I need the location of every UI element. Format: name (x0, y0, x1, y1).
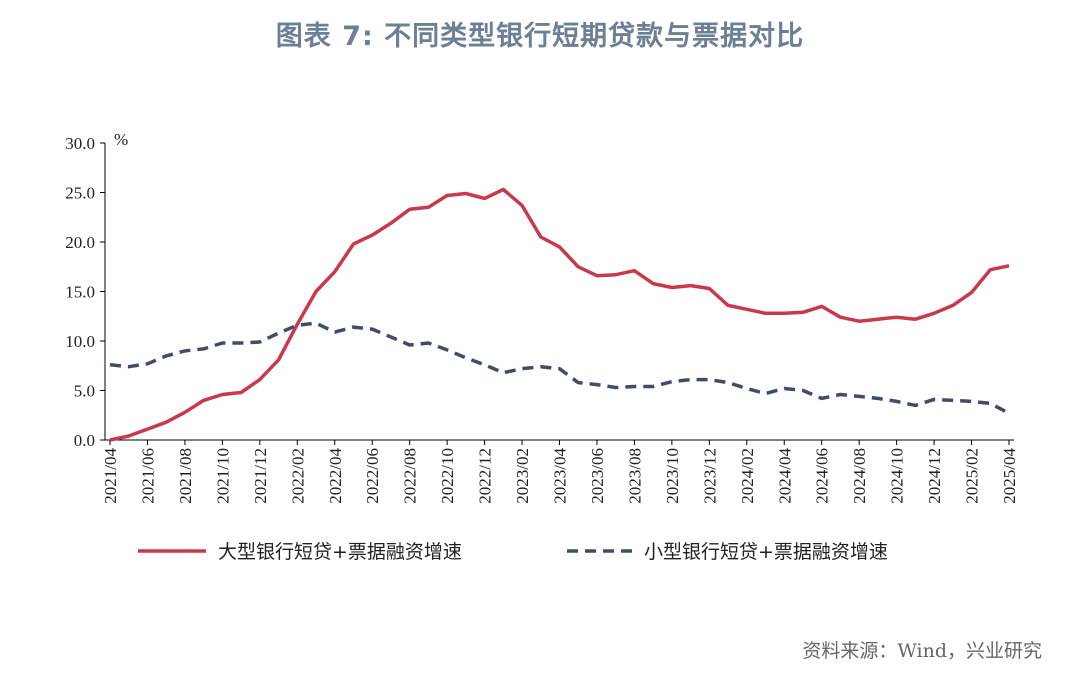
x-tick-label: 2023/02 (513, 448, 532, 504)
x-tick-label: 2021/06 (138, 448, 157, 504)
x-tick-label: 2023/06 (588, 448, 607, 504)
x-tick-label: 2025/02 (963, 448, 982, 504)
legend-label-2: 小型银行短贷+票据融资增速 (644, 541, 888, 563)
x-tick-label: 2021/04 (101, 448, 120, 504)
x-tick-label: 2022/08 (401, 448, 420, 504)
x-tick-label: 2023/10 (663, 448, 682, 504)
y-axis-ticks: 0.0 5.0 10.0 15.0 20.0 25.0 30.0 (65, 134, 105, 450)
y-tick-label: 5.0 (74, 382, 95, 401)
x-tick-label: 2022/10 (438, 448, 457, 504)
x-tick-label: 2022/12 (476, 448, 495, 504)
y-tick-label: 30.0 (65, 134, 95, 153)
x-axis-ticks: 2021/04 2021/06 2021/08 2021/10 2021/12 2022/… (101, 440, 1019, 504)
source-note: 资料来源：Wind，兴业研究 (802, 640, 1042, 662)
x-tick-label: 2025/04 (1000, 448, 1019, 504)
y-tick-label: 20.0 (65, 233, 95, 252)
x-tick-label: 2024/12 (925, 448, 944, 504)
y-tick-label: 0.0 (74, 431, 95, 450)
x-tick-label: 2022/04 (326, 448, 345, 504)
x-tick-label: 2022/06 (363, 448, 382, 504)
y-axis-unit: % (114, 130, 128, 149)
legend: 大型银行短贷+票据融资增速 小型银行短贷+票据融资增速 (138, 541, 888, 563)
x-tick-label: 2024/10 (888, 448, 907, 504)
y-tick-label: 10.0 (65, 332, 95, 351)
x-tick-label: 2021/10 (213, 448, 232, 504)
x-tick-label: 2024/06 (813, 448, 832, 504)
x-tick-label: 2021/08 (176, 448, 195, 504)
series-line-2 (109, 321, 1010, 415)
x-tick-label: 2024/08 (850, 448, 869, 504)
x-tick-label: 2022/02 (288, 448, 307, 504)
y-tick-label: 25.0 (65, 184, 95, 203)
series-lines (109, 187, 1010, 442)
x-tick-label: 2023/08 (625, 448, 644, 504)
x-tick-label: 2023/04 (551, 448, 570, 504)
y-tick-label: 15.0 (65, 283, 95, 302)
x-tick-label: 2021/12 (251, 448, 270, 504)
x-tick-label: 2024/04 (775, 448, 794, 504)
chart-title: 图表 7: 不同类型银行短期贷款与票据对比 (275, 21, 805, 52)
x-tick-label: 2024/02 (738, 448, 757, 504)
legend-label-1: 大型银行短贷+票据融资增速 (218, 541, 462, 563)
x-tick-label: 2023/12 (700, 448, 719, 504)
series-line-1 (109, 187, 1010, 442)
